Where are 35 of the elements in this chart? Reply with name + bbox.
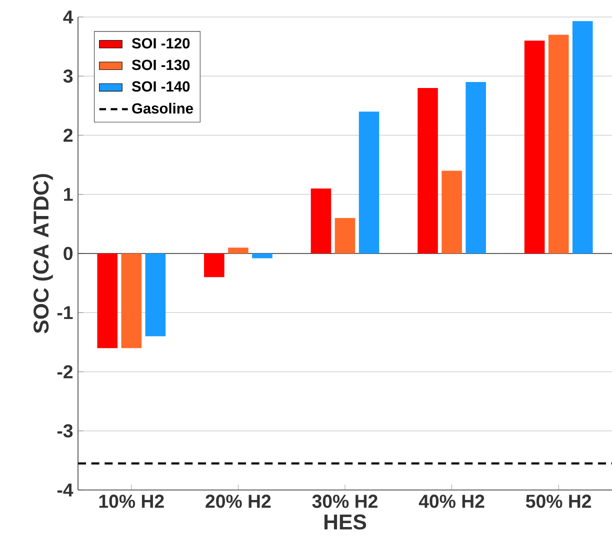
y-tick-label: -2 bbox=[57, 365, 73, 378]
y-axis-title: SOC (CA ATDC) bbox=[32, 174, 53, 334]
legend-label: SOI -120 bbox=[132, 38, 190, 48]
bar bbox=[228, 248, 248, 254]
bar bbox=[334, 218, 356, 254]
bar bbox=[121, 253, 142, 348]
bar bbox=[145, 253, 166, 336]
x-tick-label: 10% H2 bbox=[99, 494, 164, 508]
legend-label: SOI -130 bbox=[132, 60, 190, 70]
y-tick-label: -3 bbox=[57, 424, 73, 438]
y-tick-label: 4 bbox=[63, 10, 74, 24]
bar bbox=[548, 34, 569, 254]
bar bbox=[252, 253, 272, 258]
bar bbox=[358, 112, 380, 254]
bar bbox=[466, 82, 486, 254]
legend-label: SOI -140 bbox=[132, 81, 190, 92]
x-tick-label: 40% H2 bbox=[418, 494, 484, 508]
y-tick-label: 1 bbox=[64, 188, 73, 201]
y-tick-label: -4 bbox=[57, 484, 74, 496]
bar bbox=[310, 188, 332, 254]
x-tick-label: 50% H2 bbox=[526, 494, 592, 508]
bar bbox=[97, 253, 118, 348]
bar bbox=[418, 88, 438, 254]
x-tick-label: 30% H2 bbox=[312, 494, 378, 508]
y-tick-label: -1 bbox=[57, 306, 73, 320]
y-tick-label: 2 bbox=[64, 128, 73, 142]
bar bbox=[442, 170, 462, 254]
bar bbox=[204, 253, 224, 278]
bar bbox=[524, 40, 545, 254]
x-axis-title: HES bbox=[324, 514, 366, 530]
y-tick-label: 0 bbox=[64, 246, 73, 260]
legend-label: Gasoline bbox=[132, 102, 193, 114]
bar bbox=[572, 21, 593, 254]
x-tick-label: 20% H2 bbox=[206, 494, 271, 508]
y-tick-label: 3 bbox=[63, 69, 73, 83]
